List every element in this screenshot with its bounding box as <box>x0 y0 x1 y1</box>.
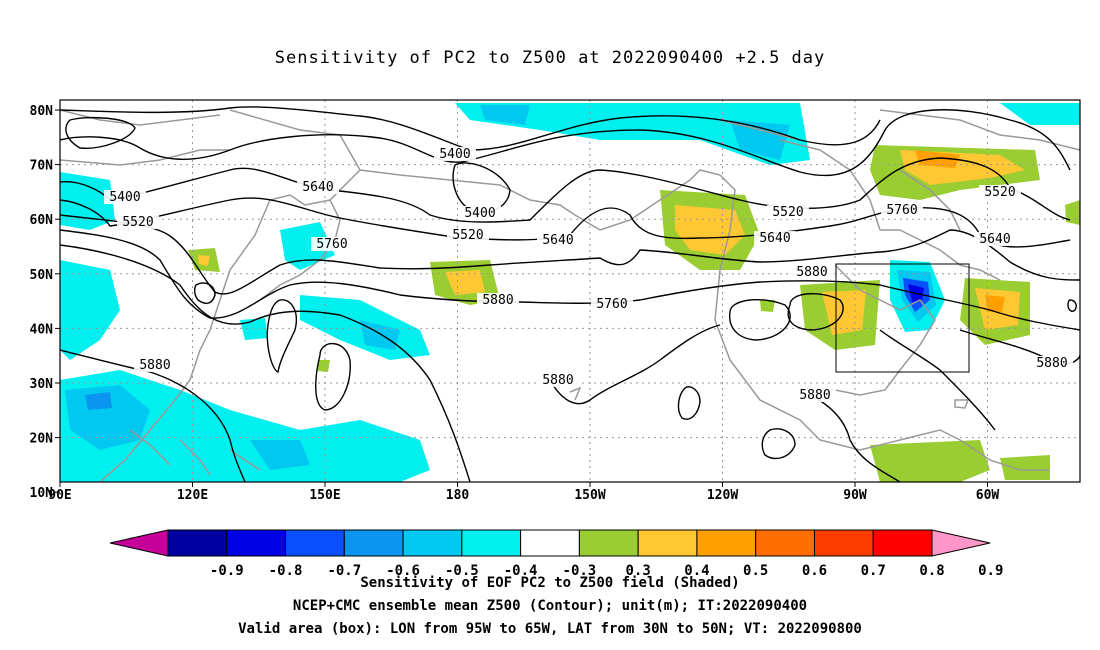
colorbar: -0.9 -0.8 -0.7 -0.6 -0.5 -0.4 -0.3 0.3 0.4 0.5 0.6… <box>109 529 1003 579</box>
lat-label: 50N <box>30 268 54 283</box>
colorbar-label: 0.9 <box>978 563 1003 579</box>
contour-label: 5520 <box>984 185 1015 200</box>
pos-region <box>915 150 960 168</box>
contour-label: 5880 <box>1036 356 1067 371</box>
colorbar-segment <box>696 529 757 557</box>
pos-region <box>198 255 210 266</box>
colorbar-label: 0.5 <box>743 563 768 579</box>
footer-line-3: Valid area (box): LON from 95W to 65W, L… <box>238 621 862 637</box>
contour-label: 5760 <box>886 203 917 218</box>
colorbar-segment <box>402 529 463 557</box>
colorbar-segment <box>872 529 933 557</box>
lon-label: 90E <box>48 488 71 503</box>
lon-label: 120W <box>707 488 738 503</box>
colorbar-label: -0.8 <box>269 563 303 579</box>
contour-label: 5520 <box>772 205 803 220</box>
neg-region <box>480 105 530 125</box>
colorbar-segment <box>813 529 874 557</box>
contour-label: 5760 <box>316 237 347 252</box>
contour-label: 5880 <box>796 265 827 280</box>
lat-label: 60N <box>30 213 54 228</box>
contour-label: 5520 <box>122 215 153 230</box>
contour-label: 5400 <box>109 190 140 205</box>
colorbar-label: -0.3 <box>563 563 597 579</box>
colorbar-segment <box>461 529 522 557</box>
colorbar-label: 0.6 <box>802 563 827 579</box>
colorbar-segment <box>520 529 580 557</box>
neg-region <box>360 320 400 350</box>
colorbar-segment <box>167 529 228 557</box>
contour-label: 5400 <box>439 147 470 162</box>
neg-region <box>250 440 310 470</box>
colorbar-segment <box>755 529 815 557</box>
neg-region <box>240 318 268 340</box>
lon-label: 150W <box>574 488 605 503</box>
contour-label: 5640 <box>302 180 333 195</box>
coastlines <box>60 109 1080 482</box>
footer-line-2: NCEP+CMC ensemble mean Z500 (Contour); u… <box>292 598 808 614</box>
colorbar-label: 0.3 <box>626 563 651 579</box>
lat-label: 70N <box>30 159 54 174</box>
colorbar-label: -0.5 <box>445 563 479 579</box>
colorbar-segment <box>343 529 404 557</box>
lon-label: 90W <box>843 488 867 503</box>
colorbar-segment <box>285 529 345 557</box>
lat-label: 30N <box>30 377 54 392</box>
neg-region <box>60 260 120 360</box>
contour-label: 5880 <box>799 388 830 403</box>
neg-region <box>60 370 430 482</box>
lat-label: 80N <box>30 104 54 119</box>
pos-region <box>1000 455 1050 480</box>
contour-label: 5520 <box>452 228 483 243</box>
valid-area-box <box>835 263 970 373</box>
pos-region <box>870 440 990 482</box>
colorbar-label: -0.6 <box>386 563 420 579</box>
pos-region <box>985 295 1005 312</box>
colorbar-label: -0.9 <box>210 563 244 579</box>
colorbar-min-triangle <box>109 529 169 557</box>
colorbar-label: 0.7 <box>861 563 886 579</box>
contour-label: 5640 <box>542 233 573 248</box>
pos-region <box>445 270 485 295</box>
colorbar-label: -0.4 <box>504 563 538 579</box>
colorbar-label: 0.4 <box>684 563 709 579</box>
pos-region <box>318 360 330 372</box>
chart-title: Sensitivity of PC2 to Z500 at 2022090400… <box>274 48 826 68</box>
contour-label: 5760 <box>596 297 627 312</box>
lon-label: 150E <box>309 488 340 503</box>
z500-contours <box>60 106 1080 482</box>
contour-label: 5880 <box>482 293 513 308</box>
neg-region <box>730 120 790 160</box>
contour-labels: 5400 5400 5400 5520 5520 5520 5520 5640 5640 5640… <box>104 147 1073 403</box>
colorbar-segment <box>637 529 698 557</box>
map-frame <box>59 99 1081 483</box>
shading-layer <box>60 103 1080 482</box>
colorbar-segment <box>578 529 639 557</box>
pos-region <box>760 300 775 312</box>
lon-label: 60W <box>976 488 1000 503</box>
contour-label: 5400 <box>464 206 495 221</box>
footer-line-1: Sensitivity of EOF PC2 to Z500 field (Sh… <box>360 575 740 591</box>
contour-label: 5880 <box>139 358 170 373</box>
neg-region <box>60 172 115 230</box>
contour-label: 5640 <box>759 231 790 246</box>
neg-region <box>455 103 810 165</box>
colorbar-label: 0.8 <box>919 563 944 579</box>
lat-label: 20N <box>30 432 54 447</box>
lat-label: 10N <box>30 486 54 501</box>
neg-region <box>85 392 112 410</box>
colorbar-max-triangle <box>931 529 991 557</box>
neg-region <box>1000 103 1080 125</box>
contour-label: 5640 <box>979 232 1010 247</box>
lon-label: 180 <box>446 488 470 503</box>
contour-label: 5880 <box>542 373 573 388</box>
lat-label: 40N <box>30 322 54 337</box>
colorbar-segment <box>226 529 287 557</box>
lon-label: 120E <box>177 488 208 503</box>
colorbar-label: -0.7 <box>327 563 361 579</box>
